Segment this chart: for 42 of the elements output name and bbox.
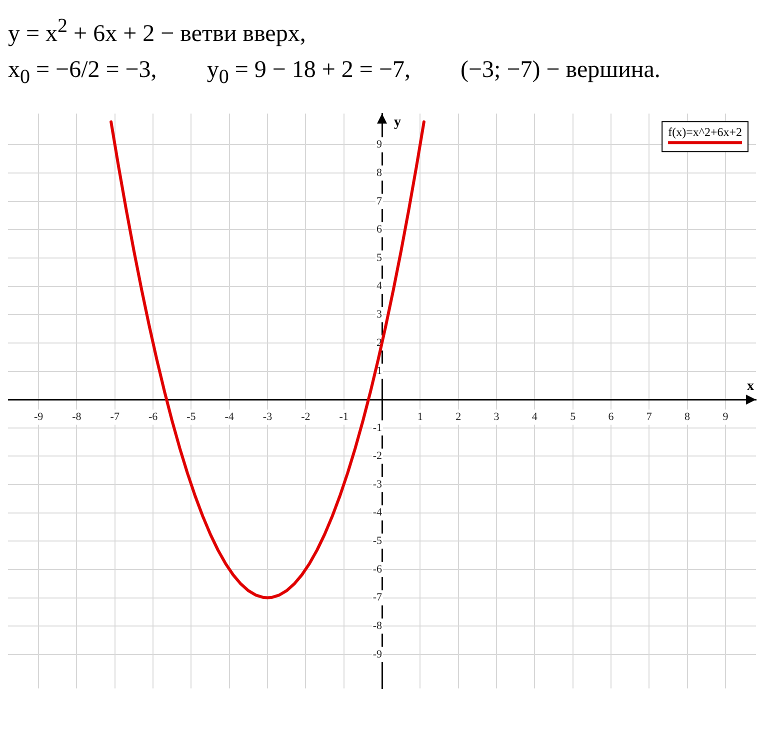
y-tick-label: -6 [372,563,382,576]
y-tick-label: -4 [372,506,382,519]
y-tick-label: -5 [372,534,382,547]
x-tick-label: -1 [339,410,348,423]
x-tick-label: -7 [110,410,120,423]
y-tick-label: 1 [376,364,382,377]
y-tick-label: -1 [372,422,382,434]
y-tick-label: 8 [376,166,382,179]
x-tick-label: 5 [570,410,576,423]
y-tick-label: -3 [372,478,382,490]
x-tick-label: 3 [494,410,500,423]
x-tick-label: -4 [224,410,234,423]
text: x$_{0}$ = −6/2 = −3, [8,56,157,90]
x-tick-label: -5 [186,410,196,423]
y-tick-label: 7 [376,195,382,208]
y-tick-label: 9 [376,138,382,150]
x-tick-label: -8 [72,410,82,423]
y-tick-label: -2 [372,450,382,462]
x-tick-label: 9 [722,410,729,423]
x-axis-title: x [747,378,754,394]
x-tick-label: 2 [456,410,462,423]
y-tick-label: 4 [376,280,382,292]
x-tick-label: -6 [148,410,158,423]
text: y$_{0}$ = 9 − 18 + 2 = −7, [206,56,410,90]
x-tick-label: 4 [532,410,538,423]
y-tick-label: 3 [376,308,382,320]
x-tick-label: 1 [417,410,423,423]
y-tick-label: -7 [372,591,382,604]
x-tick-label: -2 [301,410,310,423]
x-tick-label: -3 [262,410,273,423]
text: (−3; −7) − вершина. [460,56,660,85]
x-tick-label: -9 [34,410,44,423]
x-tick-label: 6 [608,410,614,423]
chart-title: y = x$^{2}$ + 6x + 2 − ветви вверх, [8,14,307,49]
y-tick-label: 6 [376,223,382,236]
y-tick-label: -9 [372,648,382,660]
text: f(x)=x^2+6x+2 [668,124,742,139]
y-tick-label: -8 [372,620,382,632]
y-axis-title: y [394,115,401,130]
x-tick-label: 7 [646,410,652,423]
x-tick-label: 8 [684,410,691,423]
y-tick-label: 5 [376,252,382,264]
